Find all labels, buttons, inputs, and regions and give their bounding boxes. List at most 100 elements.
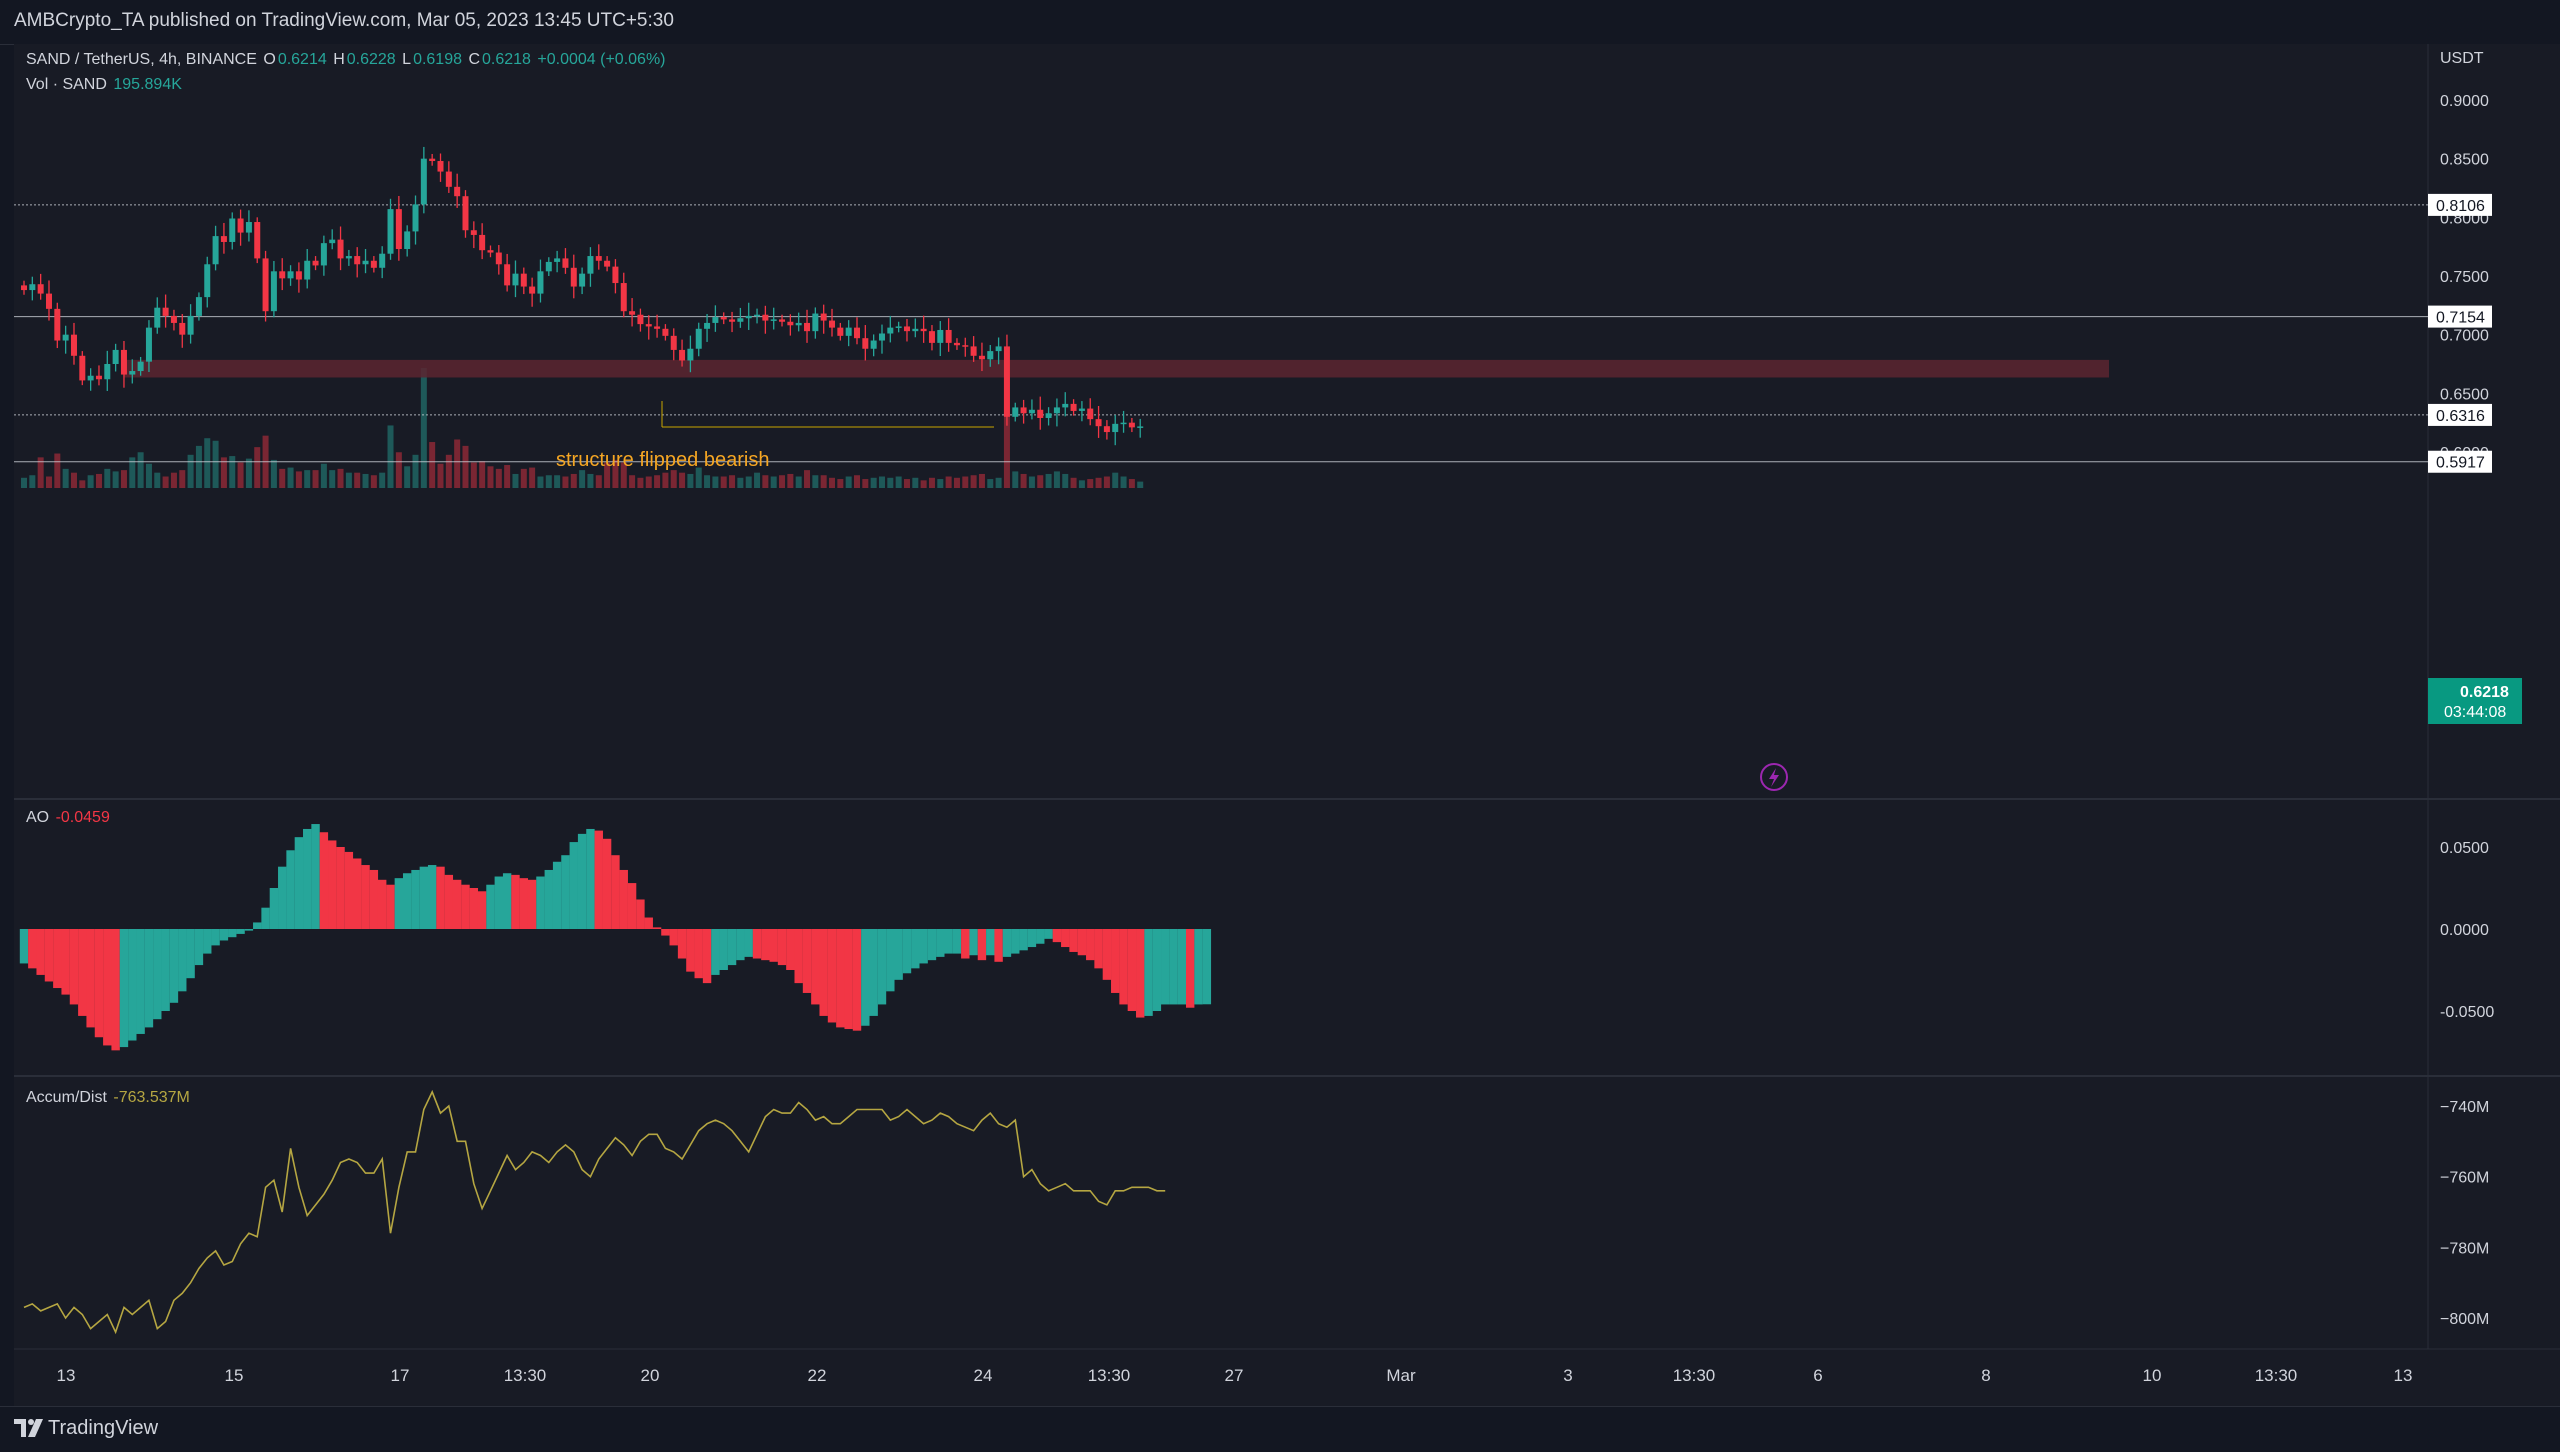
ad-legend[interactable]: Accum/Dist -763.537M (26, 1089, 192, 1107)
candle-body (695, 328, 702, 349)
candle-body (662, 328, 669, 336)
ao-bar (519, 878, 528, 929)
volume-bar (537, 476, 544, 488)
volume-bar (945, 476, 952, 488)
ao-bar (552, 861, 562, 929)
candle-body (1070, 403, 1077, 411)
volume-bar (470, 462, 477, 488)
candle-body (320, 243, 327, 266)
volume-bar (920, 480, 927, 488)
ao-bar (994, 929, 1003, 962)
volume-bar (970, 475, 977, 488)
ao-legend[interactable]: AO -0.0459 (26, 809, 112, 827)
ao-bar (894, 929, 903, 980)
candle-body (1078, 408, 1085, 411)
lightning-icon[interactable] (1760, 763, 1788, 791)
time-tick-label: 27 (1225, 1366, 1244, 1385)
candle-body (129, 371, 136, 375)
volume-bar (720, 476, 727, 488)
ao-bar (511, 874, 520, 929)
time-tick-label: 17 (391, 1366, 410, 1385)
ao-bar (686, 929, 695, 972)
volume-bar (870, 477, 877, 488)
ao-bar (161, 929, 170, 1011)
ao-bar (986, 929, 995, 956)
time-axis[interactable]: 13 15 17 13:30 20 22 24 13:30 27 Mar 3 13:30 6 8 10 13:… (57, 1366, 2413, 1385)
time-tick-label: 8 (1981, 1366, 1990, 1385)
volume-bar (762, 475, 769, 488)
candle-body (812, 313, 819, 332)
volume-bar (237, 462, 244, 488)
ao-bar (436, 866, 445, 929)
candle-body (154, 307, 161, 328)
volume-bar (220, 457, 227, 488)
volume-bar (504, 465, 511, 488)
volume-bar (287, 467, 294, 488)
candle-body (878, 333, 885, 341)
ao-bar (53, 929, 62, 989)
ao-bar (1036, 929, 1045, 944)
candle-body (237, 218, 244, 233)
volume-bar (1003, 373, 1010, 488)
ao-bar (128, 929, 137, 1041)
volume-bar (1037, 475, 1044, 488)
volume-bar (579, 470, 586, 488)
ao-bar (328, 840, 337, 929)
ao-bar (769, 929, 778, 962)
volume-bar (45, 476, 52, 488)
chart-area[interactable]: structure flipped bearish 0.9000 0.8500 0.… (14, 44, 2560, 1406)
volume-bar (1012, 471, 1019, 488)
high-label: H (333, 51, 345, 68)
ad-axis[interactable]: −740M −760M −780M −800M (2440, 1099, 2489, 1328)
time-tick-label: 24 (974, 1366, 993, 1385)
volume-bar (962, 476, 969, 488)
candle-body (779, 319, 786, 322)
candle-body (429, 158, 436, 162)
candle-body (337, 239, 344, 259)
volume-bar (570, 473, 577, 488)
ao-label: AO (26, 809, 50, 826)
candle-body (45, 293, 52, 309)
volume-label: Vol · SAND (26, 76, 107, 93)
level-label: 0.8106 (2436, 198, 2485, 215)
ao-bar (219, 929, 229, 941)
ao-bar (78, 929, 87, 1016)
ao-axis[interactable]: 0.0500 0.0000 -0.0500 (2440, 840, 2494, 1021)
volume-bar (837, 479, 844, 488)
brand-name[interactable]: TradingView (48, 1417, 159, 1439)
ad-tick-label: −740M (2440, 1099, 2489, 1116)
volume-legend[interactable]: Vol · SAND 195.894K (26, 76, 184, 94)
ao-bar (377, 879, 387, 929)
volume-bar (312, 470, 319, 488)
ao-bar (569, 842, 578, 929)
volume-bar (554, 475, 561, 488)
ao-bar (1061, 929, 1070, 948)
candle-body (254, 222, 261, 259)
ao-bar (286, 850, 295, 929)
ao-bar (228, 929, 237, 938)
candle-body (1012, 407, 1019, 417)
candle-body (1137, 426, 1144, 428)
candle-body (62, 334, 69, 341)
structure-annotation[interactable]: structure flipped bearish (556, 449, 769, 471)
symbol-legend[interactable]: SAND / TetherUS, 4h, BINANCE O 0.6214 H 0.… (26, 51, 668, 69)
chart-canvas[interactable]: structure flipped bearish 0.9000 0.8500 0.… (14, 44, 2560, 1406)
tradingview-logo-icon[interactable] (14, 1417, 44, 1439)
candle-body (945, 329, 952, 343)
ao-bar (577, 833, 587, 929)
volume-bar (170, 472, 177, 488)
candle-body (804, 322, 811, 332)
ao-bar (1011, 929, 1020, 954)
ao-bar (927, 929, 937, 961)
candle-body (1045, 413, 1052, 418)
candle-body (79, 355, 86, 381)
volume-bar (379, 472, 386, 488)
volume-bar (462, 445, 469, 488)
supply-zone[interactable] (124, 359, 2109, 378)
current-price-label: 0.6218 03:44:08 (2428, 678, 2522, 724)
candle-body (112, 349, 119, 364)
ao-bar (319, 832, 329, 929)
ao-bar (669, 929, 678, 946)
volume-bar (495, 468, 502, 488)
volume-bar (629, 475, 636, 488)
